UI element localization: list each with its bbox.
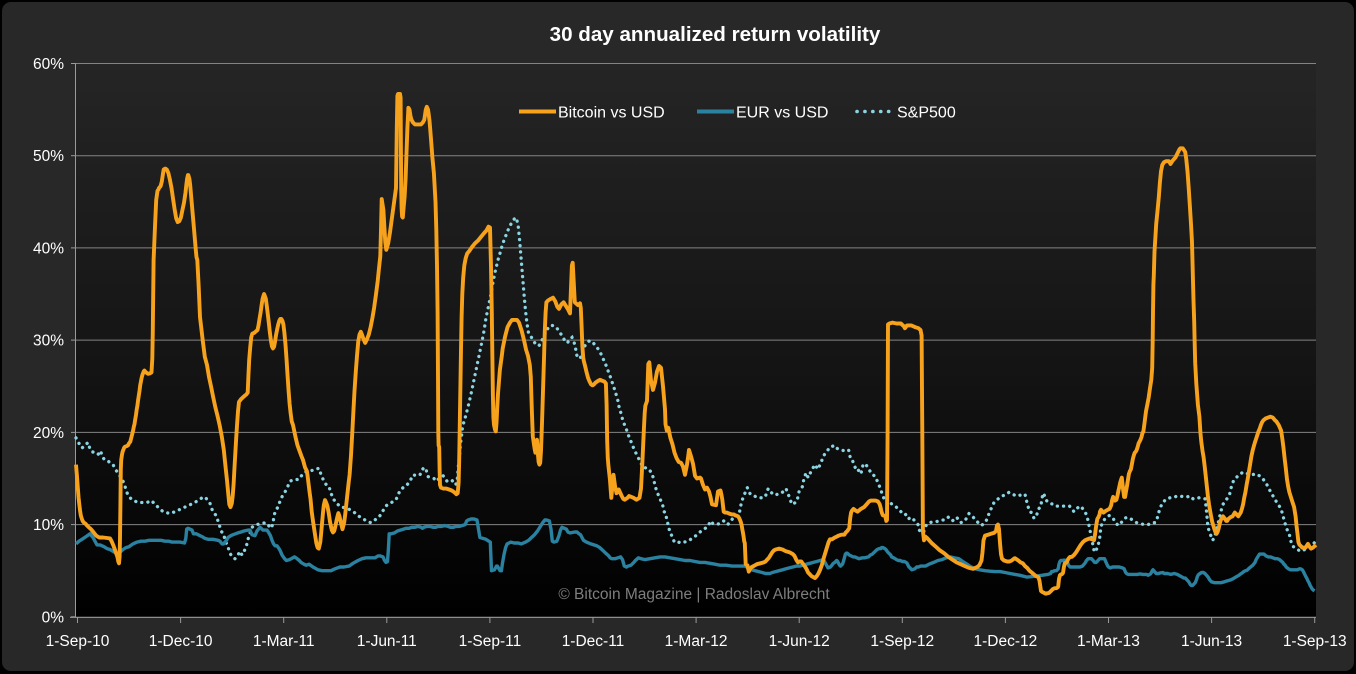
svg-text:20%: 20% — [33, 425, 64, 442]
svg-text:1-Sep-12: 1-Sep-12 — [870, 633, 934, 650]
svg-text:30 day annualized return volat: 30 day annualized return volatility — [550, 23, 881, 46]
svg-text:Bitcoin vs USD: Bitcoin vs USD — [558, 105, 665, 122]
svg-text:1-Mar-13: 1-Mar-13 — [1077, 633, 1140, 650]
svg-text:1-Dec-12: 1-Dec-12 — [974, 633, 1038, 650]
svg-text:50%: 50% — [33, 148, 64, 165]
svg-text:10%: 10% — [33, 517, 64, 534]
svg-text:0%: 0% — [42, 609, 65, 626]
svg-text:30%: 30% — [33, 333, 64, 350]
svg-text:1-Sep-13: 1-Sep-13 — [1283, 633, 1347, 650]
svg-text:1-Sep-10: 1-Sep-10 — [46, 633, 110, 650]
svg-text:1-Mar-11: 1-Mar-11 — [253, 633, 315, 650]
svg-text:EUR vs USD: EUR vs USD — [736, 105, 828, 122]
svg-text:S&P500: S&P500 — [897, 105, 956, 122]
svg-text:1-Mar-12: 1-Mar-12 — [665, 633, 728, 650]
svg-text:© Bitcoin Magazine | Radoslav: © Bitcoin Magazine | Radoslav Albrecht — [558, 586, 830, 603]
svg-text:1-Jun-13: 1-Jun-13 — [1181, 633, 1242, 650]
svg-text:1-Jun-12: 1-Jun-12 — [769, 633, 830, 650]
svg-text:1-Jun-11: 1-Jun-11 — [357, 633, 417, 650]
svg-text:1-Sep-11: 1-Sep-11 — [459, 633, 522, 650]
svg-text:40%: 40% — [33, 240, 64, 257]
svg-text:1-Dec-10: 1-Dec-10 — [149, 633, 213, 650]
svg-text:60%: 60% — [33, 56, 64, 73]
svg-text:1-Dec-11: 1-Dec-11 — [562, 633, 625, 650]
